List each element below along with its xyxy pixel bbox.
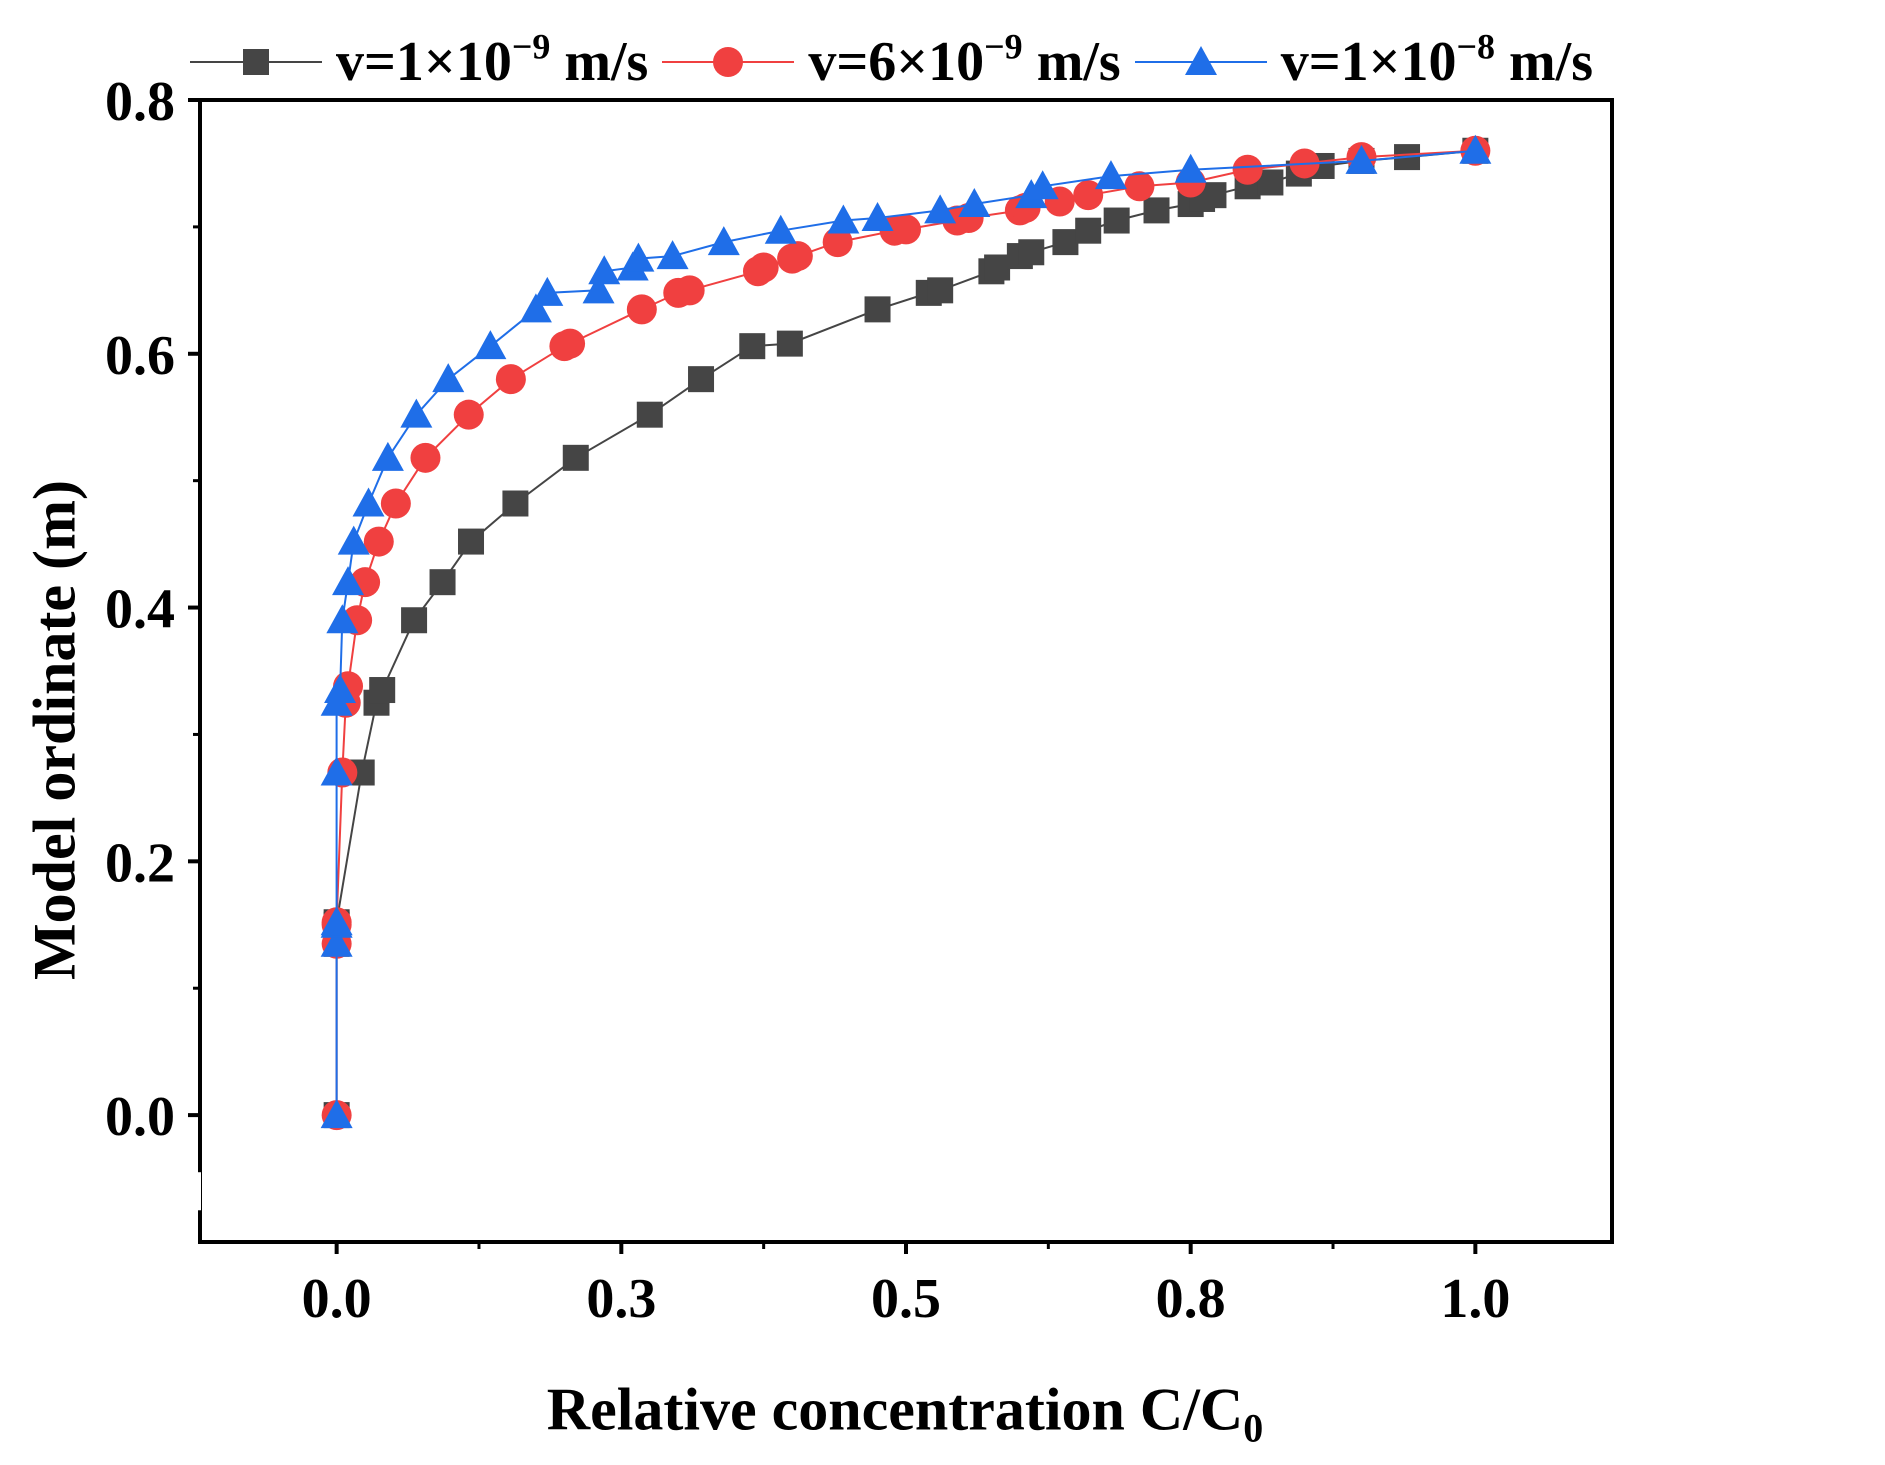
square-point	[1143, 197, 1170, 224]
circle-point	[748, 252, 779, 283]
series-1	[323, 137, 1489, 1129]
square-point	[1052, 229, 1079, 256]
y-tick-label: 0.4	[105, 579, 175, 641]
circle-point	[1232, 154, 1263, 185]
x-tick-label: 1.0	[1440, 1268, 1510, 1330]
square-point	[458, 528, 485, 555]
y-axis-label: Model ordinate (m)	[21, 480, 88, 980]
triangle-point	[764, 214, 797, 244]
square-point	[864, 296, 891, 323]
square-point	[739, 333, 766, 360]
square-point	[776, 330, 803, 357]
series-line	[335, 149, 1476, 1116]
circle-point	[363, 526, 394, 557]
series-2	[321, 135, 1491, 1131]
series-3	[320, 134, 1492, 1129]
triangle-point	[320, 1099, 353, 1129]
triangle-point	[337, 525, 370, 555]
triangle-point	[656, 240, 689, 270]
triangle-point	[1174, 153, 1207, 183]
legend-label-series-3: v=1×10−8 m/s	[1280, 26, 1594, 93]
triangle-point	[320, 906, 353, 936]
circle-point	[453, 399, 484, 430]
triangle-point	[861, 202, 894, 232]
triangle-point	[519, 293, 552, 323]
legend: v=1×10−9 m/s v=6×10−9 m/s v=1×10−8 m/s	[190, 22, 1607, 102]
triangle-point	[1345, 144, 1378, 174]
circle-point	[626, 294, 657, 325]
triangle-point	[924, 194, 957, 224]
square-point	[429, 569, 456, 596]
legend-triangle-marker	[1134, 46, 1267, 75]
square-point	[688, 366, 715, 393]
triangle-point	[332, 566, 365, 596]
square-point	[401, 607, 428, 634]
series-line	[335, 149, 1476, 1116]
square-point	[1018, 239, 1045, 266]
triangle-point	[320, 927, 353, 957]
triangle-point	[1094, 160, 1127, 190]
triangle-point	[1026, 170, 1059, 200]
x-axis-label: Relative concentration C/C0	[546, 1376, 1264, 1451]
square-point	[369, 677, 396, 704]
circle-point	[380, 488, 411, 519]
legend-item-series-2: v=6×10−9 m/s	[662, 26, 1121, 94]
legend-item-series-1: v=1×10−9 m/s	[190, 26, 649, 94]
circle-point	[891, 214, 921, 245]
triangle-point	[326, 604, 359, 634]
series-layer	[320, 134, 1492, 1131]
square-point	[562, 444, 589, 471]
triangle-point	[582, 274, 615, 304]
circle-point	[495, 364, 526, 395]
x-tick-label: 0.0	[302, 1268, 372, 1330]
triangle-point	[707, 226, 740, 256]
circle-point	[674, 275, 705, 306]
legend-label-series-1: v=1×10−9 m/s	[336, 26, 649, 93]
circle-point	[782, 241, 813, 272]
square-point	[1075, 217, 1102, 244]
x-tick-label: 0.8	[1156, 1268, 1226, 1330]
triangle-point	[400, 398, 433, 428]
triangle-point	[474, 330, 507, 360]
triangle-point	[432, 363, 465, 393]
circle-point	[1124, 171, 1155, 202]
circle-point	[555, 328, 586, 359]
triangle-point	[324, 674, 357, 704]
y-tick-label: 0.2	[105, 832, 175, 894]
square-point	[502, 490, 529, 517]
triangle-point	[827, 204, 860, 234]
square-point	[636, 401, 663, 428]
x-tick-label: 0.5	[871, 1268, 941, 1330]
legend-item-series-3: v=1×10−8 m/s	[1134, 26, 1594, 94]
axis-ticks: 0.0 0.2 0.4 0.6 0.8 0.0 0.3 0.5 0.8 1.0	[105, 71, 1510, 1330]
x-tick-label: 0.3	[586, 1268, 656, 1330]
legend-square-marker	[190, 49, 322, 75]
triangle-point	[352, 487, 385, 517]
plot-frame	[198, 98, 1614, 1244]
y-tick-label: 0.6	[105, 325, 175, 387]
series-line	[335, 149, 1476, 1116]
triangle-point	[371, 441, 404, 471]
triangle-point	[958, 188, 991, 218]
y-tick-label: 0.0	[105, 1086, 175, 1148]
triangle-point	[531, 276, 564, 306]
triangle-point	[588, 255, 621, 285]
circle-point	[410, 442, 441, 473]
square-point	[1103, 207, 1130, 234]
square-point	[984, 254, 1011, 281]
triangle-point	[320, 756, 353, 786]
triangle-point	[622, 242, 655, 272]
square-point	[927, 277, 954, 304]
y-tick-label: 0.8	[105, 71, 175, 133]
legend-circle-marker	[662, 47, 795, 77]
triangle-point	[1459, 134, 1492, 164]
circle-point	[822, 227, 853, 258]
legend-label-series-2: v=6×10−9 m/s	[808, 26, 1121, 93]
circle-point	[1073, 180, 1104, 211]
